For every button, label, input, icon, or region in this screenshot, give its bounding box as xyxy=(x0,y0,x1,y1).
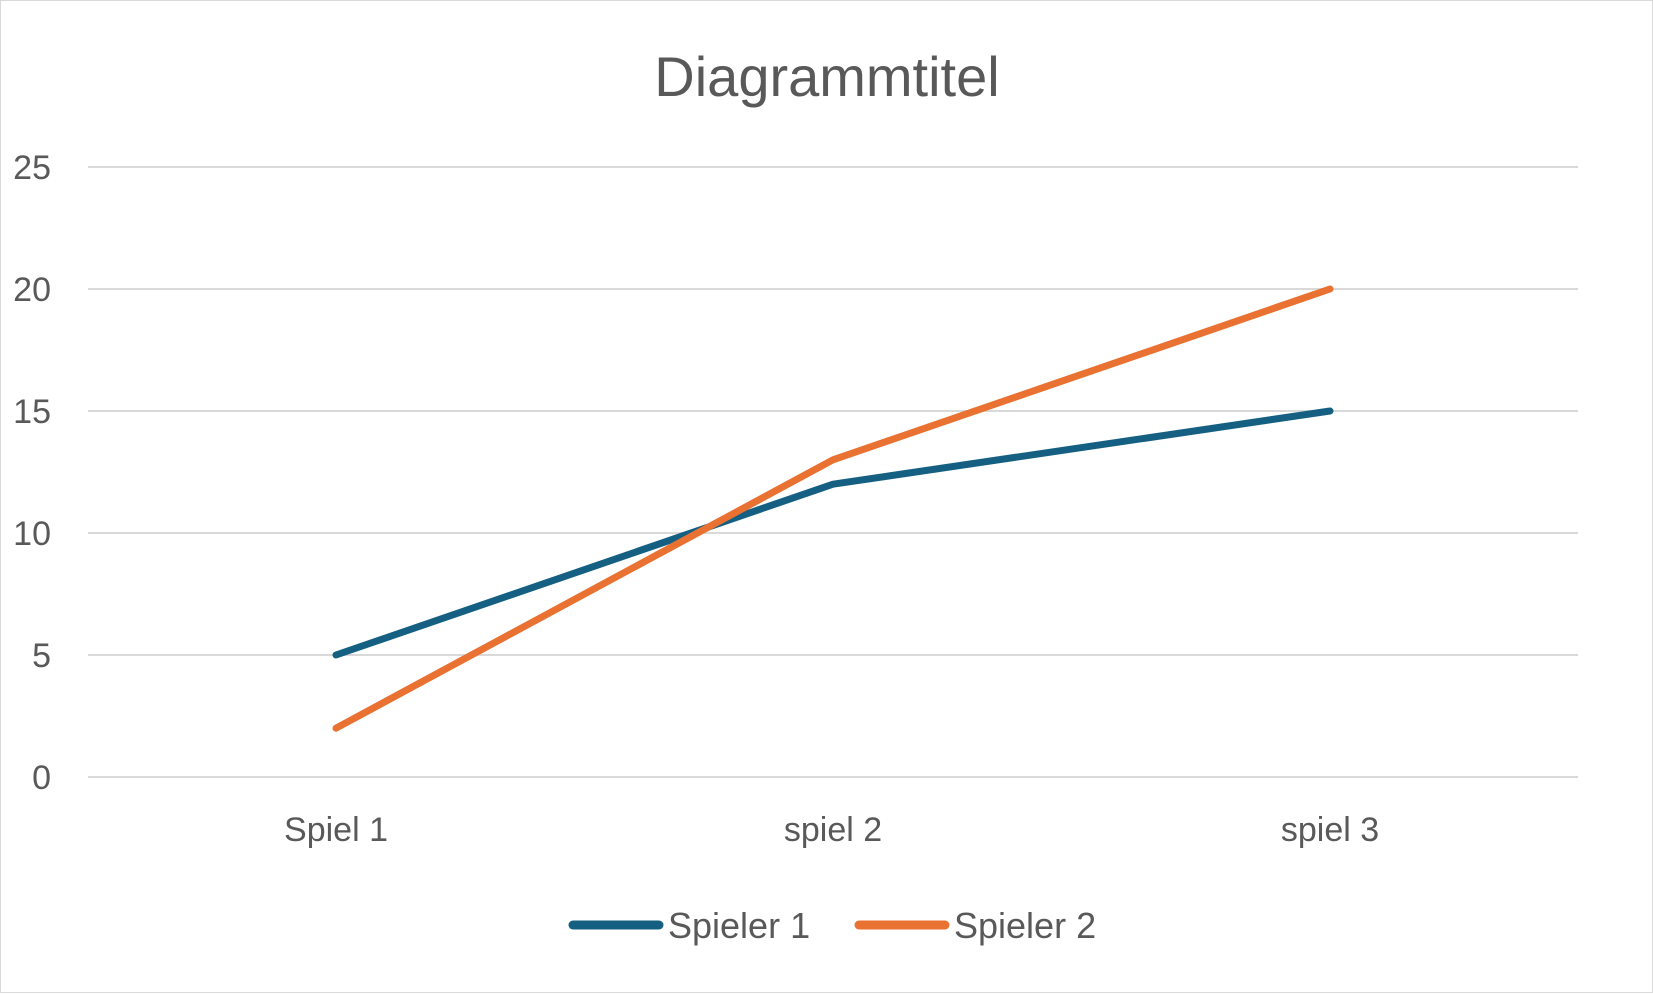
y-tick-label: 10 xyxy=(13,515,51,553)
y-axis-ticks: 0 5 10 15 20 25 xyxy=(13,149,51,797)
legend-label: Spieler 2 xyxy=(954,905,1096,946)
x-tick-label: Spiel 1 xyxy=(284,811,388,849)
y-tick-label: 0 xyxy=(32,759,51,797)
x-tick-label: spiel 2 xyxy=(784,811,882,849)
x-tick-label: spiel 3 xyxy=(1281,811,1379,849)
y-tick-label: 15 xyxy=(13,393,51,431)
y-tick-label: 25 xyxy=(13,149,51,187)
series-line-2 xyxy=(336,289,1330,728)
x-axis-ticks: Spiel 1 spiel 2 spiel 3 xyxy=(284,811,1379,849)
series-lines xyxy=(336,289,1330,728)
legend-label: Spieler 1 xyxy=(668,905,810,946)
y-tick-label: 20 xyxy=(13,271,51,309)
gridlines xyxy=(88,167,1578,777)
legend: Spieler 1 Spieler 2 xyxy=(573,905,1096,946)
y-tick-label: 5 xyxy=(32,637,51,675)
chart-title: Diagrammtitel xyxy=(654,45,999,108)
